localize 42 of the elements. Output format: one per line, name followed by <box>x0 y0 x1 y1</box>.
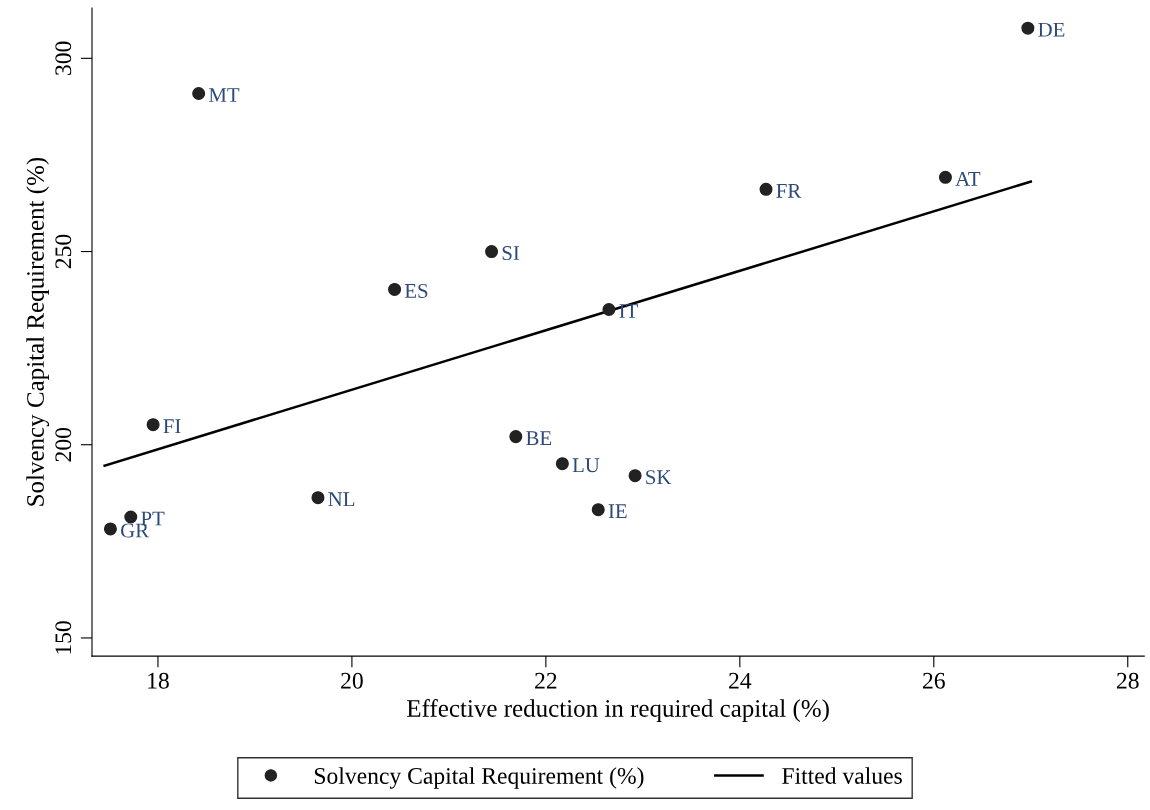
annotation: FI <box>163 419 181 433</box>
y-tick-label: 150 <box>55 621 72 654</box>
point <box>591 503 605 517</box>
x-tick-label: 20 <box>341 672 363 689</box>
point <box>602 302 616 317</box>
annotation: DE <box>1038 22 1065 37</box>
annotation: NL <box>328 492 355 507</box>
point <box>146 418 160 432</box>
annotation: SK <box>646 470 672 485</box>
point <box>485 245 499 259</box>
annotation: AT <box>955 171 981 186</box>
annotation: ES <box>404 283 428 298</box>
y-tick-label: 300 <box>55 41 72 75</box>
x-tick-label: 18 <box>148 672 169 689</box>
point <box>509 430 523 444</box>
x-tick-label: 28 <box>1116 672 1139 689</box>
x-tick-label: 26 <box>923 672 945 689</box>
point <box>938 170 952 184</box>
legend-label: Fitted values <box>782 767 902 784</box>
x-tick-label: 22 <box>535 672 557 689</box>
point <box>628 469 642 483</box>
legend-label: Solvency Capital Requirement (%) <box>314 767 644 789</box>
annotation: IT <box>619 304 638 318</box>
point <box>124 510 138 524</box>
point <box>311 491 325 505</box>
point <box>103 522 117 536</box>
y-tick-label: 250 <box>55 234 72 269</box>
y-tick-label: 200 <box>55 427 72 462</box>
point <box>1021 21 1035 35</box>
point <box>759 182 773 196</box>
annotation: MT <box>209 88 240 102</box>
x-tick-label: 24 <box>729 672 752 689</box>
annotation: SI <box>502 246 520 261</box>
annotation: FR <box>776 184 802 198</box>
annotation: IE <box>608 504 627 518</box>
y-axis-title: Solvency Capital Requirement (%) <box>26 157 50 506</box>
annotation: LU <box>572 458 600 473</box>
point <box>192 86 206 101</box>
annotation: BE <box>526 431 552 446</box>
point <box>388 282 402 296</box>
x-axis-title: Effective reduction in required capital (%) <box>407 699 829 722</box>
point <box>555 457 569 471</box>
